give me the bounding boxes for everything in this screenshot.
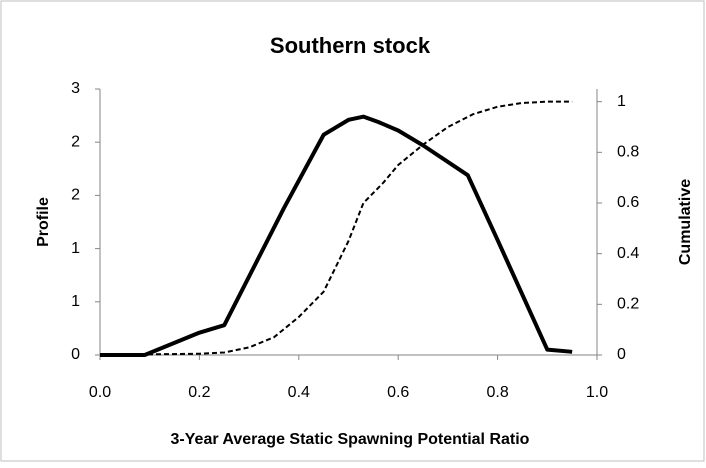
y2-tick-label: 0.6	[617, 194, 639, 211]
series-line	[99, 100, 573, 356]
y-tick-label: 2	[71, 187, 80, 204]
x-tick-label: 0.2	[188, 384, 210, 401]
x-tick-label: 1.0	[586, 384, 608, 401]
y2-tick-label: 0.8	[617, 144, 639, 161]
x-tick-label: 0.4	[288, 384, 310, 401]
y-tick-label: 1	[71, 293, 80, 310]
x-tick-label: 0.6	[387, 384, 409, 401]
y-tick-label: 0	[71, 346, 80, 363]
y2-tick-label: 1	[617, 93, 626, 110]
y2-axis-title: Cumulative	[677, 179, 694, 265]
y2-tick-label: 0	[617, 346, 626, 363]
y2-tick-label: 0.2	[617, 296, 639, 313]
y-tick-label: 2	[71, 133, 80, 150]
y2-tick-label: 0.4	[617, 245, 639, 262]
x-tick-label: 0.0	[89, 384, 111, 401]
y-tick-label: 1	[71, 240, 80, 257]
x-tick-label: 0.8	[486, 384, 508, 401]
y-axis-title: Profile	[35, 197, 52, 247]
y-tick-label: 3	[71, 80, 80, 97]
chart-title: Southern stock	[270, 33, 431, 58]
x-axis-title: 3-Year Average Static Spawning Potential…	[171, 431, 530, 448]
series-line	[100, 114, 573, 357]
